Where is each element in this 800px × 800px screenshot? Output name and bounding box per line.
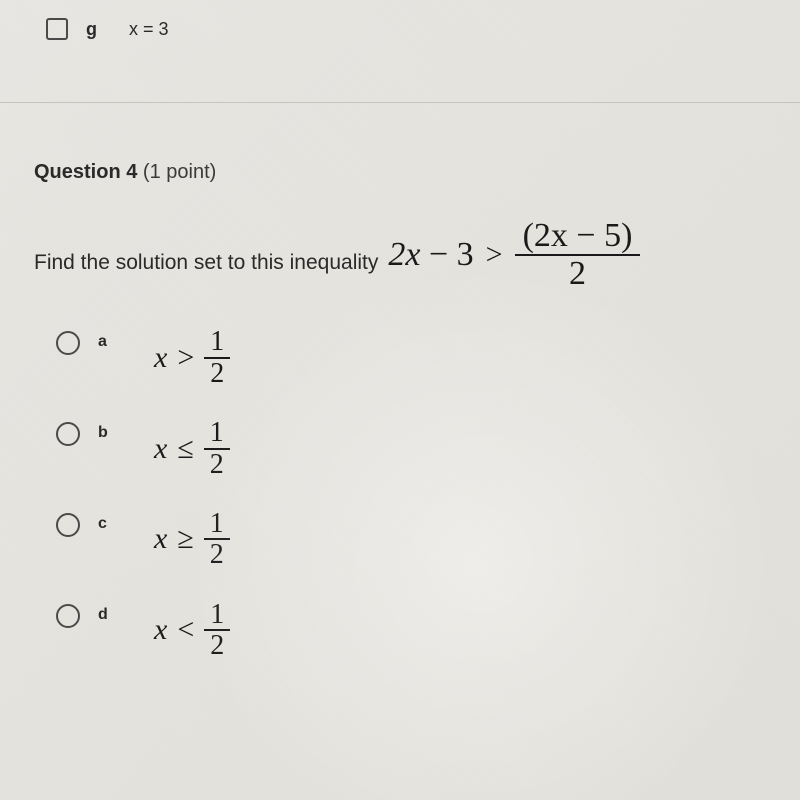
choice-num: 1 — [204, 327, 230, 356]
question-header: Question 4 (1 point) — [34, 161, 800, 184]
radio-a[interactable] — [56, 331, 80, 355]
question-block: Question 4 (1 point) Find the solution s… — [0, 103, 800, 661]
question-stem: Find the solution set to this inequality — [34, 251, 378, 297]
choice-a[interactable]: a x > 1 2 — [56, 327, 800, 388]
question-stem-row: Find the solution set to this inequality… — [34, 218, 800, 297]
choice-relation: ≥ — [177, 522, 193, 556]
choice-fraction: 1 2 — [204, 327, 230, 388]
question-points: (1 point) — [143, 161, 216, 183]
choice-math: x < 1 2 — [154, 600, 230, 661]
inequality-fraction: (2x − 5) 2 — [515, 218, 641, 291]
choice-den: 2 — [204, 540, 230, 569]
choice-d[interactable]: d x < 1 2 — [56, 600, 800, 661]
question-number: Question 4 — [34, 161, 137, 183]
choice-den: 2 — [204, 631, 230, 660]
inequality-left: 2x − 3 — [388, 236, 473, 274]
choice-letter: c — [98, 515, 112, 533]
choice-var: x — [154, 341, 167, 375]
choice-letter: b — [98, 424, 112, 442]
choice-den: 2 — [204, 359, 230, 388]
choice-relation: ≤ — [177, 432, 193, 466]
choice-var: x — [154, 432, 167, 466]
option-letter: g — [86, 19, 97, 40]
choice-num: 1 — [204, 509, 230, 538]
choice-c[interactable]: c x ≥ 1 2 — [56, 509, 800, 570]
radio-c[interactable] — [56, 513, 80, 537]
choice-relation: > — [177, 341, 194, 375]
radio-b[interactable] — [56, 422, 80, 446]
choice-var: x — [154, 522, 167, 556]
choice-letter: a — [98, 333, 112, 351]
choice-fraction: 1 2 — [204, 600, 230, 661]
choice-math: x > 1 2 — [154, 327, 230, 388]
answer-choices: a x > 1 2 b x ≤ 1 2 — [34, 327, 800, 660]
option-expression: x = 3 — [129, 19, 169, 40]
checkbox-g[interactable] — [46, 18, 68, 40]
choice-num: 1 — [204, 418, 230, 447]
choice-fraction: 1 2 — [204, 509, 230, 570]
choice-den: 2 — [204, 450, 230, 479]
inequality: 2x − 3 > (2x − 5) 2 — [384, 218, 640, 297]
choice-math: x ≤ 1 2 — [154, 418, 230, 479]
choice-b[interactable]: b x ≤ 1 2 — [56, 418, 800, 479]
radio-d[interactable] — [56, 604, 80, 628]
choice-num: 1 — [204, 600, 230, 629]
choice-var: x — [154, 613, 167, 647]
choice-fraction: 1 2 — [204, 418, 230, 479]
frac-denominator: 2 — [561, 256, 594, 292]
choice-math: x ≥ 1 2 — [154, 509, 230, 570]
inequality-relation: > — [486, 238, 503, 272]
choice-relation: < — [177, 613, 194, 647]
prior-option-row: g x = 3 — [0, 0, 800, 40]
choice-letter: d — [98, 606, 112, 624]
frac-numerator: (2x − 5) — [515, 218, 641, 254]
